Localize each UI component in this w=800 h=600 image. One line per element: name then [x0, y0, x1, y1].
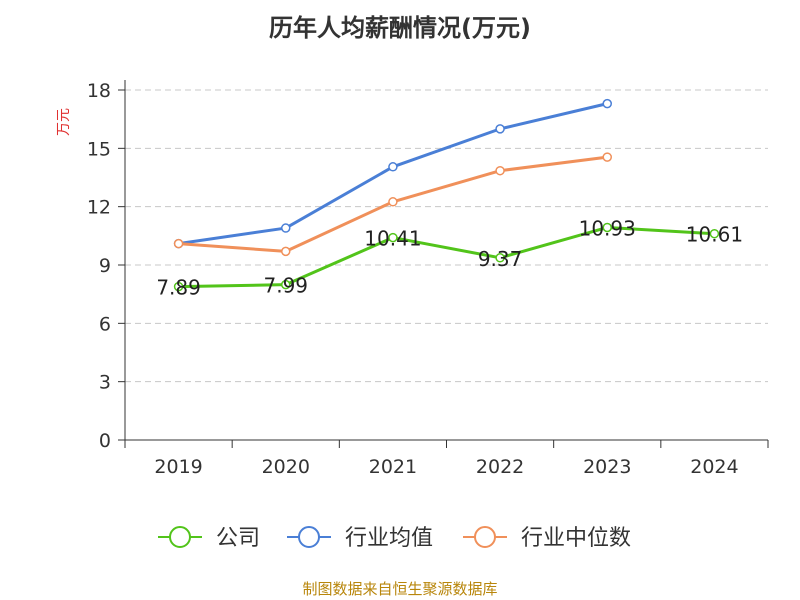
data-label: 10.61 — [686, 223, 743, 247]
x-tick-label: 2020 — [262, 456, 310, 478]
legend-marker — [169, 526, 191, 548]
data-point — [495, 124, 505, 134]
legend-marker — [298, 526, 320, 548]
y-tick-label: 15 — [87, 138, 111, 160]
data-point — [495, 253, 505, 263]
y-tick-label: 12 — [87, 197, 111, 219]
data-point — [173, 238, 184, 249]
data-label: 10.93 — [579, 216, 636, 240]
y-tick-label: 6 — [99, 313, 111, 335]
data-point — [281, 246, 291, 257]
data-point — [388, 197, 398, 207]
data-label: 9.37 — [478, 247, 523, 271]
x-tick-label: 2024 — [690, 456, 738, 478]
series-line-0 — [178, 225, 715, 289]
data-label: 10.41 — [364, 227, 421, 251]
x-tick-label: 2022 — [476, 456, 524, 478]
source-note: 制图数据来自恒生聚源数据库 — [302, 580, 498, 598]
data-label: 7.89 — [156, 276, 201, 300]
data-point — [495, 165, 505, 176]
y-tick-label: 9 — [99, 255, 111, 277]
data-point — [281, 279, 291, 290]
data-label: 7.99 — [263, 274, 308, 298]
y-tick-label: 18 — [87, 80, 111, 102]
x-tick-label: 2023 — [583, 456, 631, 478]
data-point — [709, 228, 720, 239]
legend-label: 行业中位数 — [521, 526, 631, 551]
data-point — [388, 162, 398, 172]
data-point — [602, 222, 612, 233]
y-tick-label: 0 — [99, 430, 111, 452]
legend-label: 公司 — [216, 526, 260, 551]
y-axis-label: 万元 — [56, 108, 72, 136]
chart-title: 历年人均薪酬情况(万元) — [269, 14, 531, 42]
data-point — [173, 281, 184, 292]
legend-marker — [474, 526, 496, 548]
data-point — [388, 232, 398, 243]
legend-label: 行业均值 — [345, 526, 433, 551]
data-point — [281, 223, 291, 233]
x-tick-label: 2019 — [154, 456, 202, 478]
data-point — [602, 152, 612, 162]
data-point — [602, 98, 612, 109]
x-tick-label: 2021 — [369, 456, 417, 478]
series-line-1 — [178, 102, 608, 246]
y-tick-label: 3 — [99, 372, 111, 394]
